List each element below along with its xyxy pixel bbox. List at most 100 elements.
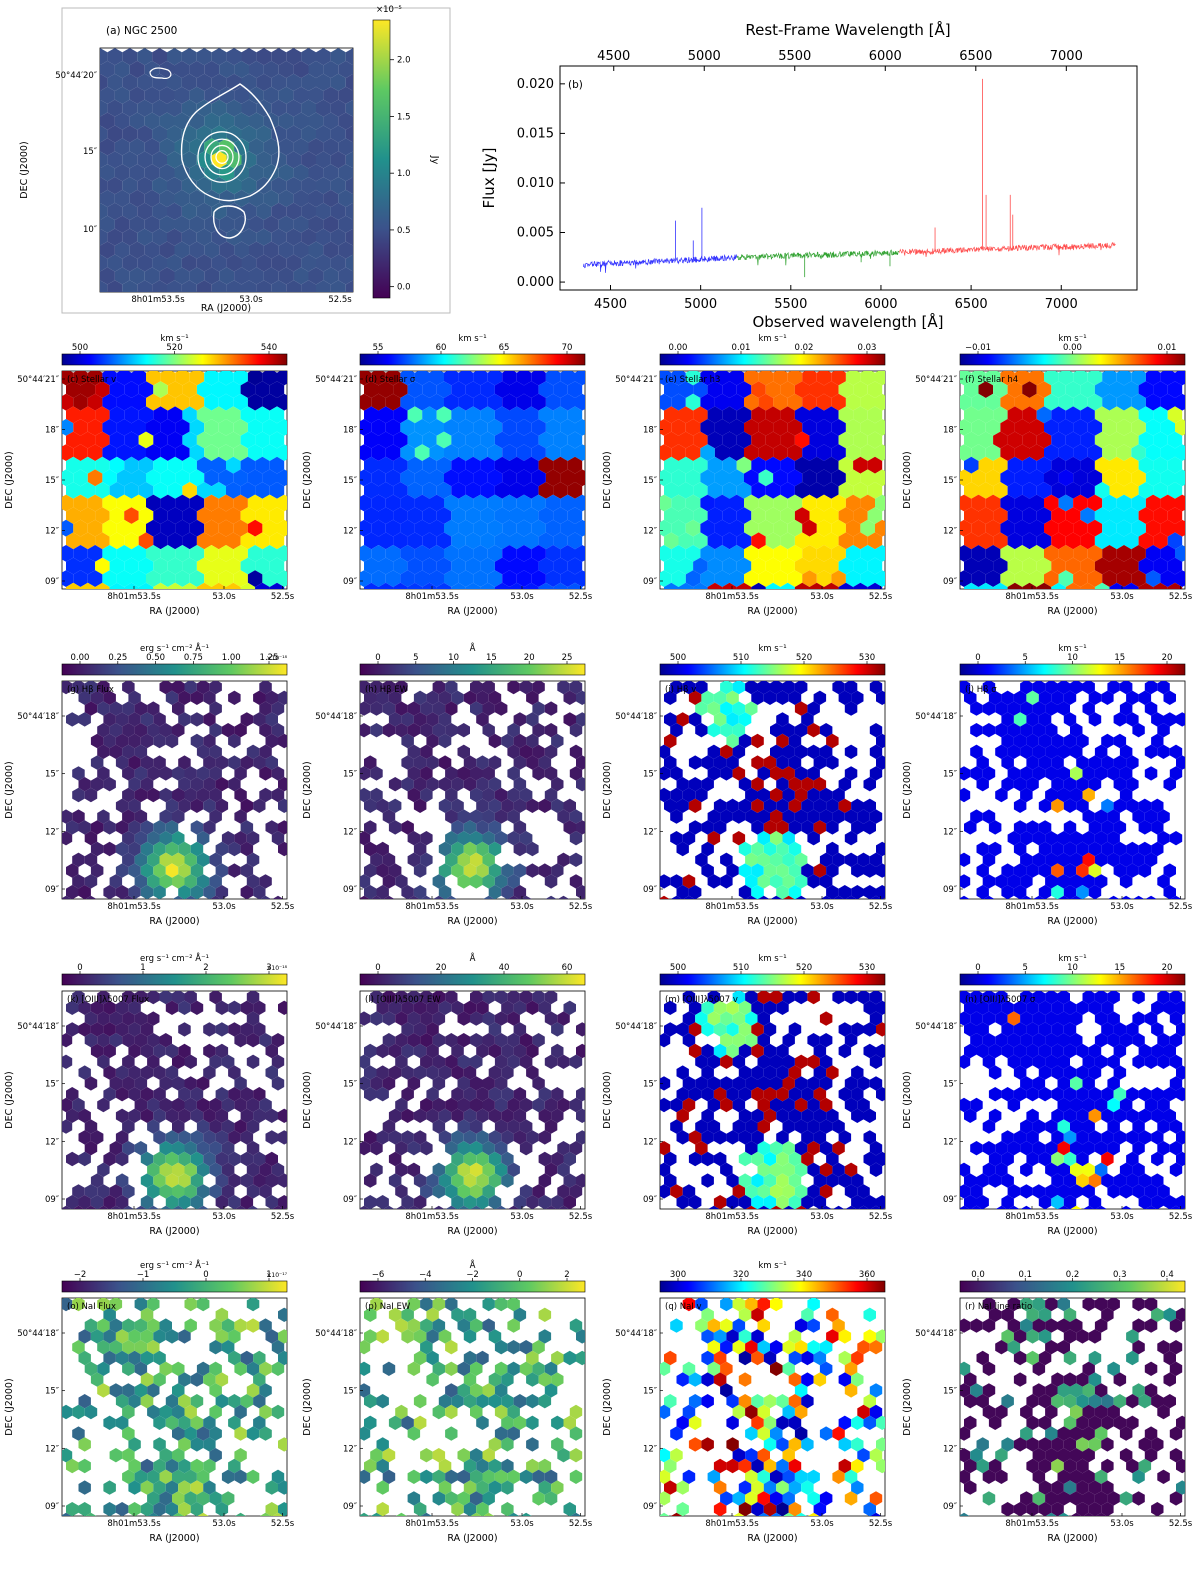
panel-d-hex-cell bbox=[567, 456, 583, 474]
panel-f-hex-cell bbox=[1094, 431, 1110, 449]
panel-m-hex-cell bbox=[732, 1119, 746, 1134]
panel-a-hex-cell bbox=[219, 267, 235, 285]
panel-j-hex-cell bbox=[1157, 744, 1170, 759]
panel-o-hex-cell bbox=[228, 1350, 241, 1366]
panel-r-hex-cell bbox=[1045, 1448, 1058, 1463]
panel-c-hex-cell bbox=[255, 582, 270, 589]
panel-d-hex-cell bbox=[538, 557, 554, 575]
panel-g-hex-cell bbox=[234, 766, 247, 781]
panel-h-hex-cell bbox=[551, 863, 564, 878]
panel-e-hex-cell bbox=[664, 507, 679, 524]
panel-o-hex-cell bbox=[103, 1350, 116, 1366]
panel-g-hex-cell bbox=[209, 787, 222, 803]
panel-n-hex-cell bbox=[1151, 1173, 1164, 1188]
panel-c-hex-cell bbox=[247, 444, 263, 461]
panel-q-hex-cell bbox=[807, 1318, 820, 1333]
panel-c-hex-cell bbox=[167, 381, 183, 398]
panel-c-hex-cell bbox=[73, 444, 88, 461]
panel-o-hex-cell bbox=[78, 1329, 91, 1344]
panel-g-hex-cell bbox=[134, 852, 148, 867]
panel-n-hex-cell bbox=[1001, 1195, 1014, 1209]
panel-q-hex-cell bbox=[695, 1318, 708, 1333]
panel-g-hex-cell bbox=[265, 755, 278, 770]
panel-e-hex-cell bbox=[845, 371, 861, 386]
panel-l-hex-cell bbox=[420, 991, 433, 1005]
panel-f-hex-cell bbox=[993, 381, 1008, 398]
panel-p-hex-cell bbox=[457, 1383, 470, 1398]
panel-h-hex-cell bbox=[488, 820, 502, 835]
panel-h-hex-cell bbox=[476, 690, 489, 705]
panel-k-hex-cell bbox=[265, 1043, 278, 1059]
panel-f-hex-cell bbox=[993, 456, 1008, 474]
panel-l-hex-cell bbox=[451, 1043, 464, 1059]
panel-q-hex-cell bbox=[682, 1361, 696, 1376]
panel-j-hex-cell bbox=[1108, 895, 1120, 899]
panel-e-hex-cell bbox=[773, 519, 788, 537]
panel-l-hex-cell bbox=[494, 991, 508, 1005]
panel-q-hex-cell bbox=[745, 1298, 758, 1312]
panel-j-hex-cell bbox=[1169, 744, 1183, 759]
panel-l-hex-cell bbox=[507, 1119, 520, 1134]
panel-l-hex-cell bbox=[463, 1173, 477, 1188]
panel-h-hex-cell bbox=[426, 690, 439, 705]
panel-q-hex-cell bbox=[857, 1448, 870, 1463]
panel-o-hex-cell bbox=[190, 1502, 204, 1516]
panel-p-hex-cell bbox=[432, 1298, 446, 1312]
panel-m-hex-cell bbox=[720, 1162, 733, 1177]
panel-c-hex-cell bbox=[204, 570, 219, 587]
panel-d-hex-cell bbox=[360, 393, 372, 411]
panel-c-hex-cell bbox=[262, 519, 277, 537]
panel-h-cb-tick-label: 25 bbox=[562, 653, 573, 663]
panel-k-hex-cell bbox=[246, 1119, 260, 1134]
panel-r-hex-cell bbox=[1163, 1307, 1176, 1322]
panel-o-hex-cell bbox=[178, 1437, 191, 1452]
panel-n-hex-cell bbox=[1176, 1195, 1185, 1209]
panel-i-hex-cell bbox=[876, 841, 885, 857]
panel-j-hex-cell bbox=[995, 787, 1008, 803]
panel-k-hex-cell bbox=[115, 1151, 129, 1167]
panel-m-cb-tick-label: 500 bbox=[670, 963, 686, 973]
panel-a-hex-cell bbox=[353, 267, 368, 284]
panel-m-hex-cell bbox=[788, 1151, 802, 1167]
panel-p-hex-cell bbox=[488, 1437, 502, 1452]
panel-h-hex-cell bbox=[569, 831, 583, 846]
panel-d-hex-cell bbox=[393, 406, 408, 424]
panel-n-hex-cell bbox=[1045, 1141, 1058, 1156]
panel-d-hex-cell bbox=[400, 419, 415, 436]
panel-n-hex-cell bbox=[1076, 1043, 1089, 1059]
panel-p-hex-cell bbox=[501, 1394, 514, 1409]
panel-n-hex-cell bbox=[1138, 1130, 1152, 1145]
panel-p-hex-cell bbox=[364, 1415, 377, 1430]
panel-o-hex-cell bbox=[184, 1318, 197, 1333]
panel-e-hex-cell bbox=[875, 545, 885, 562]
panel-c-hex-cell bbox=[233, 419, 248, 436]
panel-r-hex-cell bbox=[1144, 1426, 1158, 1441]
panel-m-hex-cell bbox=[732, 1076, 746, 1091]
panel-q-hex-cell bbox=[701, 1350, 714, 1366]
panel-n-hex-cell bbox=[1045, 1119, 1058, 1134]
panel-a-hex-cell bbox=[256, 254, 272, 272]
panel-h-hex-cell bbox=[526, 690, 539, 705]
panel-q-hex-cell bbox=[720, 1383, 733, 1398]
panel-h-hex-cell bbox=[507, 681, 520, 695]
panel-j-hex-cell bbox=[1038, 690, 1052, 705]
panel-q-hex-cell bbox=[838, 1415, 852, 1430]
panel-b-top-xtick-label: 6000 bbox=[869, 49, 902, 64]
panel-a-hex-cell bbox=[278, 267, 294, 285]
panel-n-hex-cell bbox=[1038, 1195, 1052, 1209]
panel-d-hex-cell bbox=[429, 519, 444, 537]
panel-r-hex-cell bbox=[1163, 1350, 1176, 1366]
panel-g-hex-cell bbox=[172, 701, 185, 716]
panel-k-hex-cell bbox=[234, 1097, 247, 1113]
panel-i-hex-cell bbox=[838, 777, 852, 792]
panel-n-hex-cell bbox=[1163, 1000, 1176, 1015]
panel-r: 0.0 0.1 0.2 0.3 0.4(r) NaI line ratio8h01m53… bbox=[902, 1270, 1193, 1544]
panel-q-hex-cell bbox=[751, 1502, 764, 1516]
panel-d-hex-cell bbox=[553, 431, 568, 449]
panel-g-hex-cell bbox=[215, 755, 229, 770]
panel-n-hex-cell bbox=[1088, 1130, 1102, 1145]
panel-c-hex-cell bbox=[102, 393, 117, 411]
panel-n-hex-cell bbox=[1045, 1011, 1058, 1026]
panel-l-hex-cell bbox=[463, 1108, 477, 1123]
panel-a-contour-core-0 bbox=[197, 131, 247, 183]
